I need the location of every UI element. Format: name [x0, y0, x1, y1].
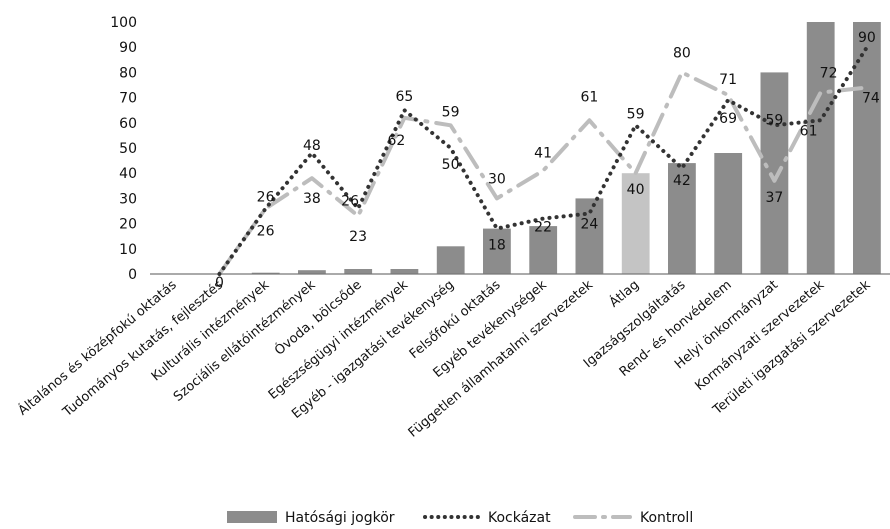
data-label-kockázat-3: 48	[303, 138, 321, 154]
data-label-kockázat-2: 26	[257, 190, 275, 206]
data-label-kockázat-11: 42	[673, 173, 691, 189]
bar-8	[529, 226, 558, 274]
y-tick-label: 30	[119, 191, 137, 207]
data-label-kontroll-12: 71	[719, 72, 737, 88]
legend-swatch-bar	[227, 511, 277, 523]
data-label-kontroll-10: 40	[627, 182, 645, 198]
bar-11	[668, 163, 696, 274]
legend: Hatósági jogkör Kockázat Kontroll	[227, 510, 693, 526]
data-label-kontroll-2: 26	[257, 224, 275, 240]
bar-10	[621, 173, 650, 274]
bar-2	[251, 272, 280, 274]
bar-14	[806, 22, 835, 274]
data-label-kockázat-12: 69	[719, 111, 737, 127]
bar-7	[483, 228, 511, 274]
data-label-kontroll-13: 37	[765, 190, 783, 206]
data-label-kockázat-14: 61	[800, 123, 818, 139]
bar-4	[344, 269, 373, 274]
data-label-kockázat-8: 22	[534, 220, 552, 236]
data-label-kontroll-14: 72	[820, 66, 838, 82]
bars-layer	[251, 22, 881, 275]
x-category-labels: Általános és középfokú oktatásTudományos…	[15, 277, 874, 441]
y-tick-label: 60	[119, 116, 137, 132]
legend-label-hatosagi: Hatósági jogkör	[285, 510, 395, 526]
y-tick-label: 50	[119, 141, 137, 157]
bar-6	[436, 246, 465, 274]
data-label-kockázat-9: 24	[580, 217, 598, 233]
data-label-kontroll-6: 59	[442, 104, 460, 120]
lines-layer	[217, 45, 869, 276]
y-tick-label: 70	[119, 91, 137, 107]
bar-12	[714, 153, 743, 274]
bar-15	[853, 22, 881, 274]
category-label-10: Átlag	[606, 277, 642, 311]
legend-label-kontroll: Kontroll	[640, 510, 693, 526]
data-label-kontroll-4: 23	[349, 229, 367, 245]
data-label-kockázat-15: 90	[858, 30, 876, 46]
data-label-kontroll-7: 30	[488, 171, 506, 187]
data-label-kockázat-10: 59	[627, 106, 645, 122]
data-label-kockázat-5: 65	[395, 89, 413, 105]
bar-5	[390, 269, 419, 274]
y-tick-label: 80	[119, 65, 137, 81]
data-label-kockázat-7: 18	[488, 238, 506, 254]
data-label-kontroll-8: 41	[534, 146, 552, 162]
y-tick-label: 100	[110, 15, 137, 31]
data-label-kockázat-6: 50	[442, 157, 460, 173]
data-label-kockázat-4: 26	[341, 194, 359, 210]
data-label-kontroll-11: 80	[673, 45, 691, 61]
y-tick-label: 0	[128, 267, 137, 283]
data-label-kontroll-3: 38	[303, 191, 321, 207]
y-tick-label: 40	[119, 166, 137, 182]
y-tick-label: 20	[119, 217, 137, 233]
data-label-kontroll-15: 74	[862, 91, 880, 107]
data-label-kockázat-13: 59	[765, 112, 783, 128]
legend-label-kockazat: Kockázat	[488, 510, 551, 526]
data-label-kockázat-1: 0	[215, 275, 224, 291]
bar-3	[298, 270, 326, 274]
data-labels-layer: 0 26 48 26 65 50 18 22 24 59 42 69 59 61 90 26 38 23 62 59 3…	[215, 30, 880, 291]
series-line-2	[217, 70, 869, 276]
data-label-kontroll-5: 62	[387, 133, 405, 149]
y-tick-label: 10	[119, 242, 137, 258]
series-line-1	[217, 45, 869, 276]
y-tick-labels: 0 10 20 30 40 50 60 70 80 90 100	[110, 15, 137, 283]
y-tick-label: 90	[119, 40, 137, 56]
bar-13	[760, 72, 789, 275]
data-label-kontroll-9: 61	[580, 89, 598, 105]
